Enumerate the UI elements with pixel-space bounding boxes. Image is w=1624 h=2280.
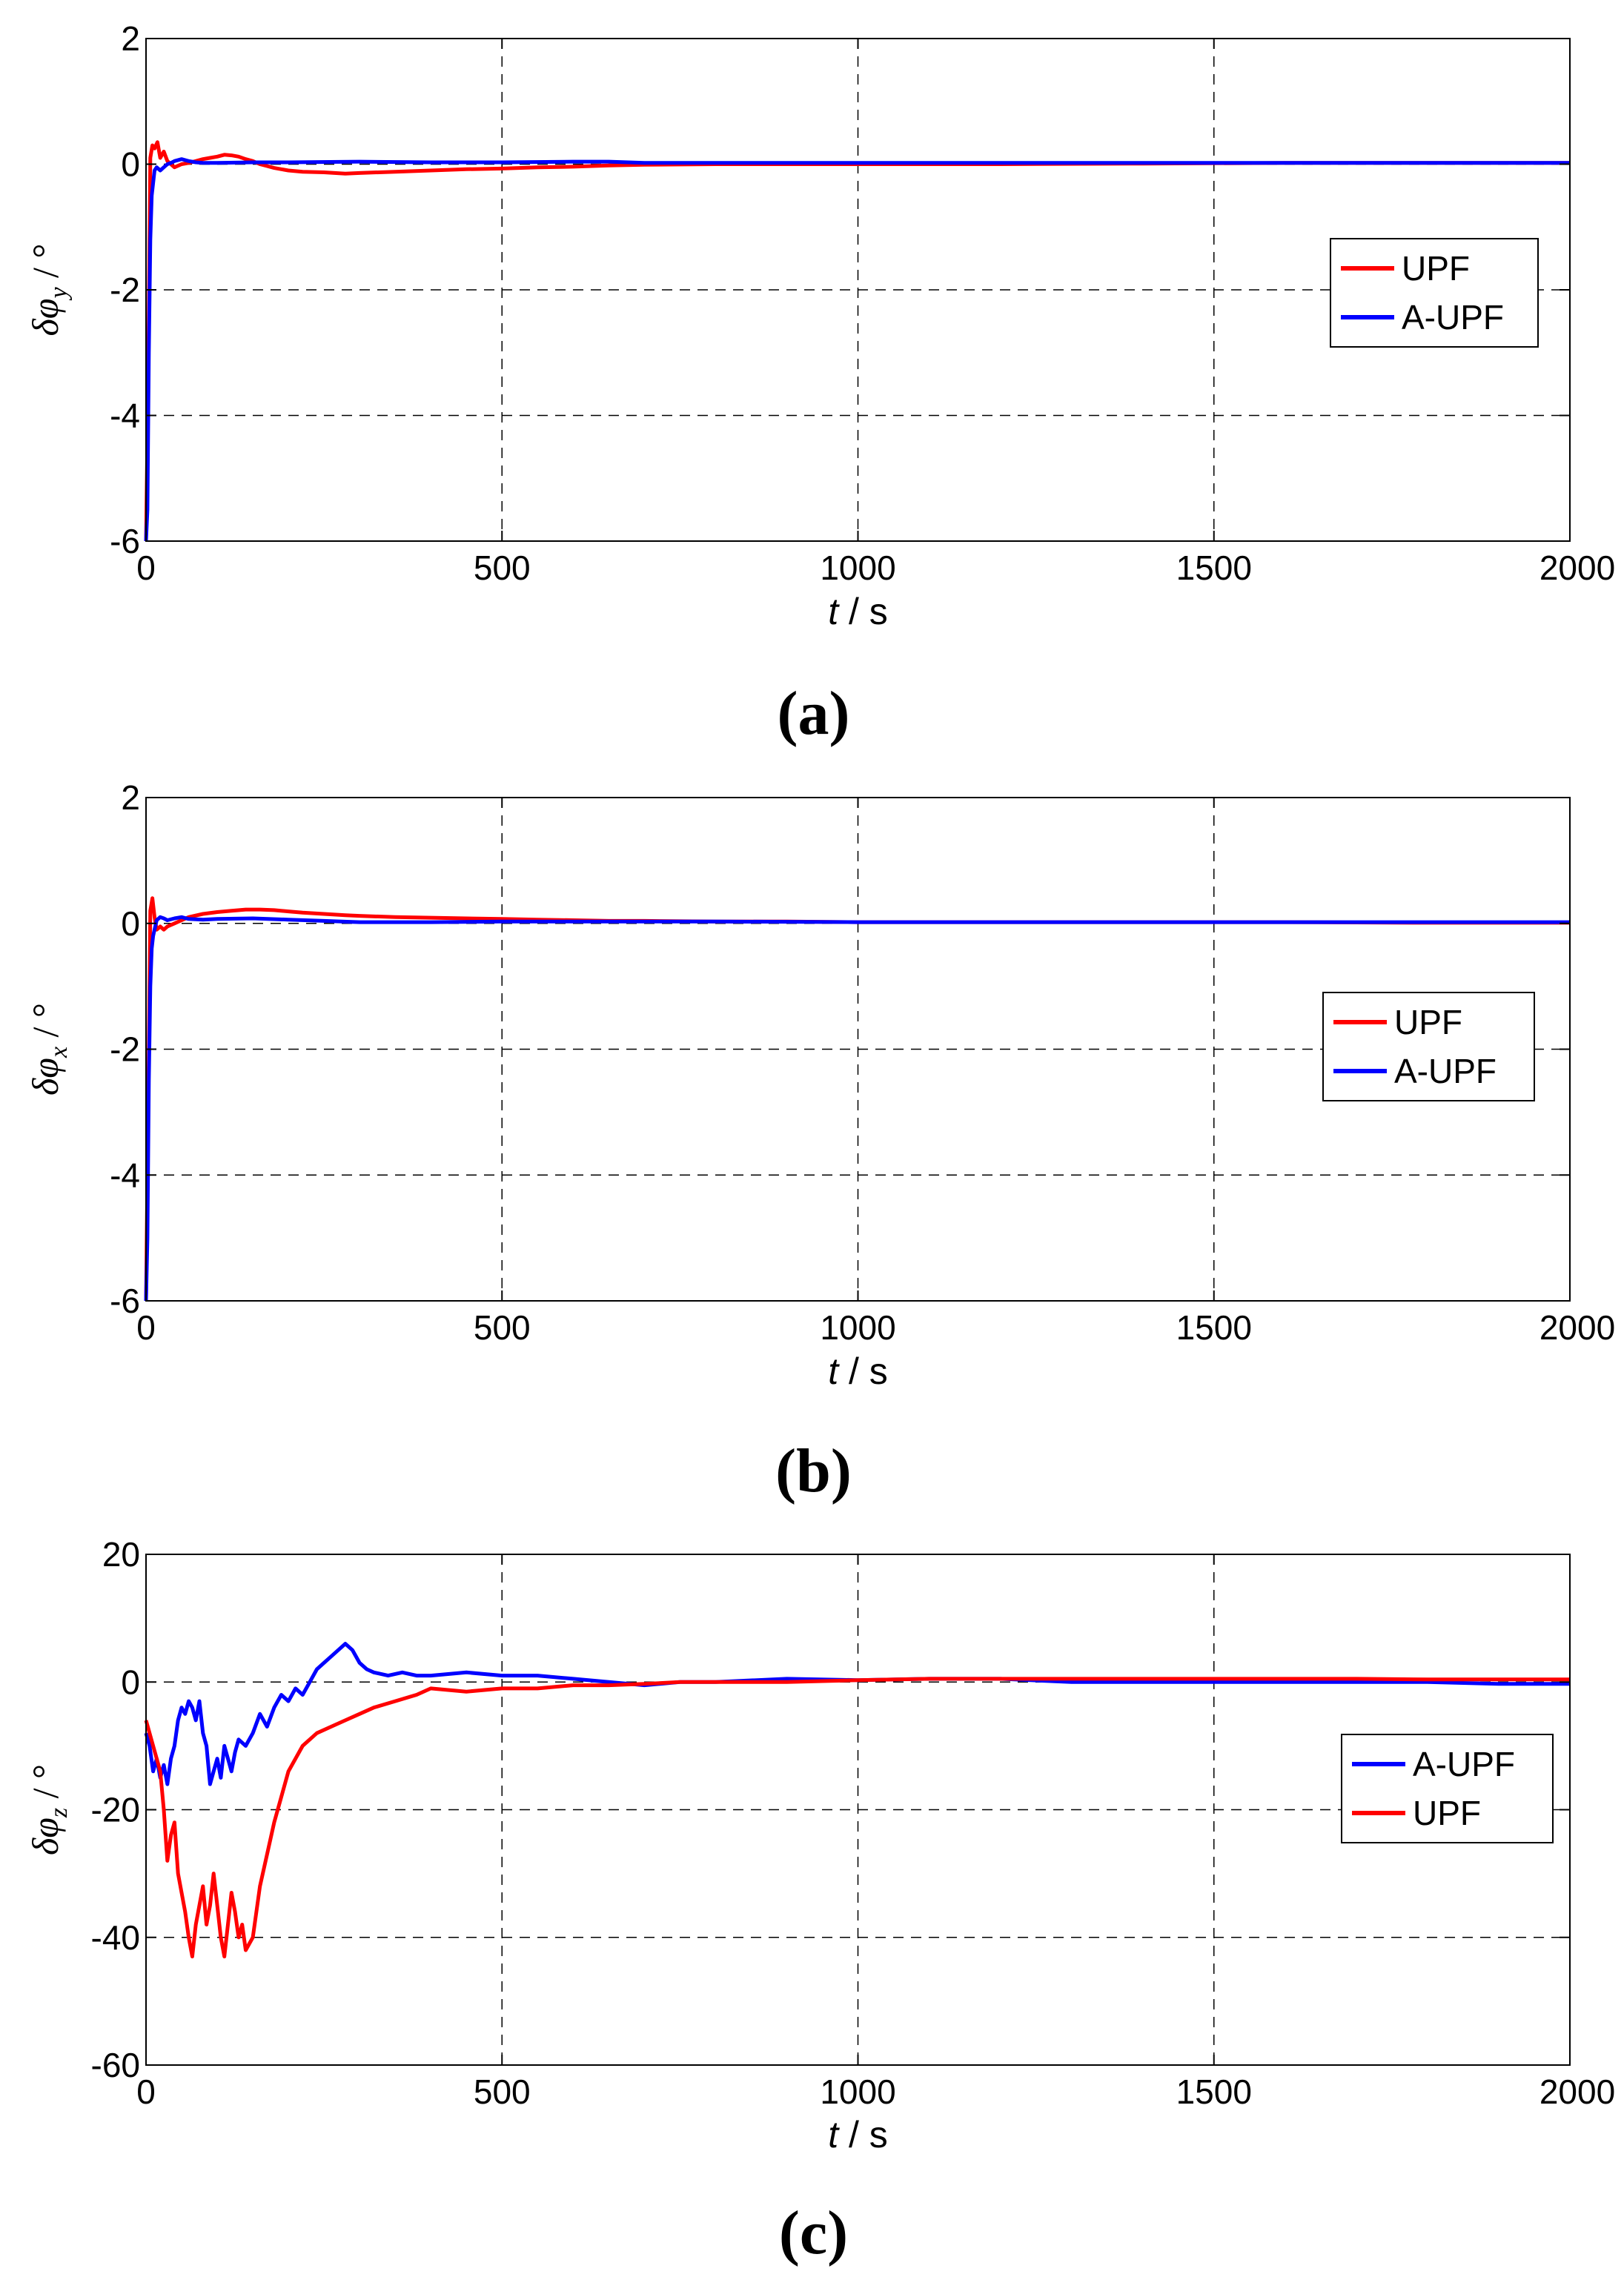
y-tick-label: -6	[110, 522, 140, 560]
y-axis-label: δφy / °	[24, 244, 73, 337]
legend-box	[1330, 238, 1539, 348]
x-tick-label: 500	[474, 549, 531, 587]
y-tick-label: -4	[110, 397, 140, 435]
x-tick-label: 1500	[1176, 2072, 1252, 2111]
legend-label: UPF	[1394, 1003, 1462, 1041]
y-tick-label: -60	[91, 2046, 140, 2084]
panel-label: (b)	[775, 1436, 852, 1505]
y-tick-label: 20	[102, 1535, 140, 1574]
y-tick-label: -40	[91, 1918, 140, 1957]
y-tick-label: 0	[121, 1663, 140, 1701]
panel-c: 0 500 1000 1500 2000 -60 -40 -20 0 20 t / s δφz / °…	[24, 1535, 1615, 2267]
x-axis-label: t / s	[828, 2114, 888, 2155]
y-axis-label: δφx / °	[24, 1003, 73, 1096]
y-tick-label: 0	[121, 904, 140, 943]
x-tick-label: 0	[136, 1308, 156, 1347]
x-tick-label: 1000	[820, 549, 895, 587]
y-tick-label: -4	[110, 1156, 140, 1194]
y-tick-label: -2	[110, 1030, 140, 1069]
legend: UPF A-UPF	[1322, 992, 1535, 1101]
x-tick-label: 1500	[1176, 1308, 1252, 1347]
x-tick-label: 1000	[820, 2072, 895, 2111]
legend-box	[1322, 992, 1535, 1101]
x-tick-label: 2000	[1540, 2072, 1615, 2111]
y-tick-label: 0	[121, 145, 140, 184]
y-tick-label: -2	[110, 271, 140, 309]
x-tick-label: 0	[136, 2072, 156, 2111]
y-tick-label: 2	[121, 19, 140, 58]
legend-label: A-UPF	[1402, 298, 1504, 337]
series-line-upf	[144, 140, 1570, 542]
y-tick-label: 2	[121, 778, 140, 817]
legend: UPF A-UPF	[1330, 238, 1539, 348]
legend-label: UPF	[1402, 249, 1470, 288]
series-line-a-upf	[144, 157, 1570, 542]
legend-label: A-UPF	[1413, 1745, 1515, 1783]
y-tick-label: -20	[91, 1791, 140, 1829]
legend: A-UPF UPF	[1341, 1734, 1554, 1843]
x-tick-label: 0	[136, 549, 156, 587]
series-line-upf	[144, 1677, 1570, 1959]
legend-label: UPF	[1413, 1794, 1481, 1832]
x-tick-label: 2000	[1540, 549, 1615, 587]
x-axis-label: t / s	[828, 1351, 888, 1392]
panel-a: 0 500 1000 1500 2000 -6 -4 -2 0 2 t / s δφy / ° UPF A…	[24, 19, 1615, 748]
legend-box	[1341, 1734, 1554, 1843]
x-tick-label: 1000	[820, 1308, 895, 1347]
y-tick-label: -6	[110, 1282, 140, 1320]
panel-b: 0 500 1000 1500 2000 -6 -4 -2 0 2 t / s δφx / ° UPF A…	[24, 778, 1615, 1505]
panel-label: (c)	[779, 2198, 848, 2267]
x-tick-label: 500	[474, 1308, 531, 1347]
legend-label: A-UPF	[1394, 1052, 1497, 1090]
series-line-a-upf	[144, 915, 1570, 1302]
y-axis-label: δφz / °	[24, 1764, 73, 1855]
x-tick-label: 500	[474, 2072, 531, 2111]
panel-label: (a)	[778, 679, 850, 748]
x-tick-label: 2000	[1540, 1308, 1615, 1347]
x-axis-label: t / s	[828, 591, 888, 632]
x-tick-label: 1500	[1176, 549, 1252, 587]
